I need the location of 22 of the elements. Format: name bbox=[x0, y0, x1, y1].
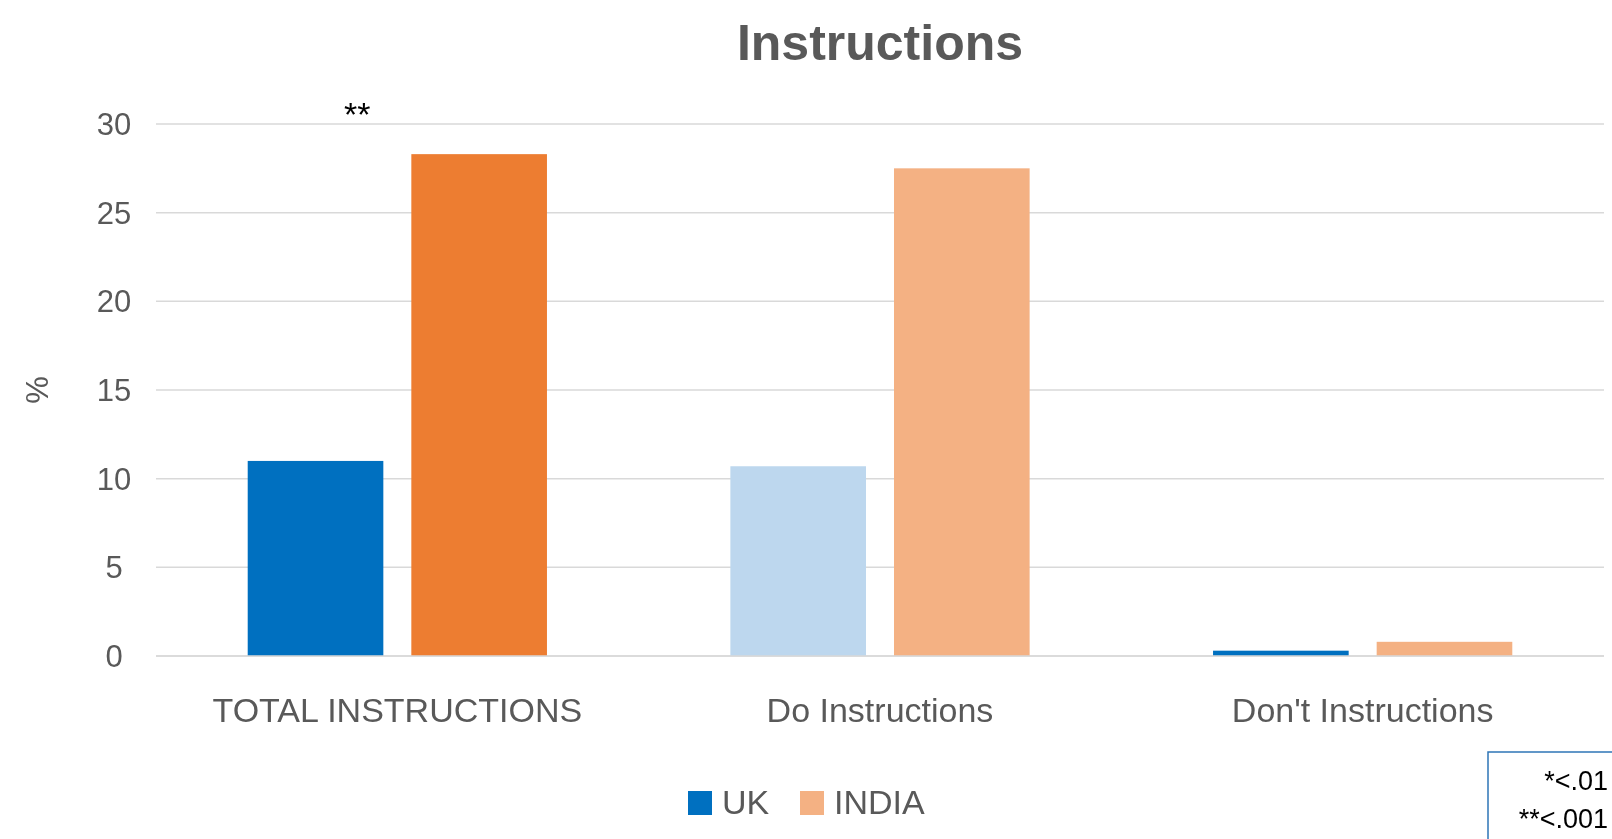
y-axis-title: % bbox=[20, 376, 55, 404]
y-tick-label: 10 bbox=[96, 461, 132, 497]
x-tick-label: Do Instructions bbox=[766, 691, 994, 729]
chart-title: Instructions bbox=[736, 15, 1024, 71]
legend-label: UK bbox=[722, 783, 770, 821]
text: *<.01 bbox=[1544, 766, 1608, 796]
text: **<.001 bbox=[1518, 804, 1608, 834]
y-tick-label: 5 bbox=[105, 550, 123, 586]
y-tick-label: 25 bbox=[96, 195, 132, 231]
bar bbox=[1376, 641, 1513, 656]
bar bbox=[894, 168, 1030, 656]
y-tick-label: 0 bbox=[105, 638, 123, 674]
legend-label: INDIA bbox=[834, 783, 925, 821]
y-tick-label: 20 bbox=[96, 284, 132, 320]
x-tick-label: Don't Instructions bbox=[1231, 691, 1494, 729]
bar bbox=[411, 154, 547, 656]
x-tick-label: TOTAL INSTRUCTIONS bbox=[212, 691, 583, 729]
y-tick-label: 15 bbox=[96, 372, 132, 408]
annotation: ** bbox=[344, 95, 371, 134]
bar bbox=[247, 460, 384, 656]
y-tick-label: 30 bbox=[96, 106, 132, 142]
bar bbox=[730, 466, 866, 656]
